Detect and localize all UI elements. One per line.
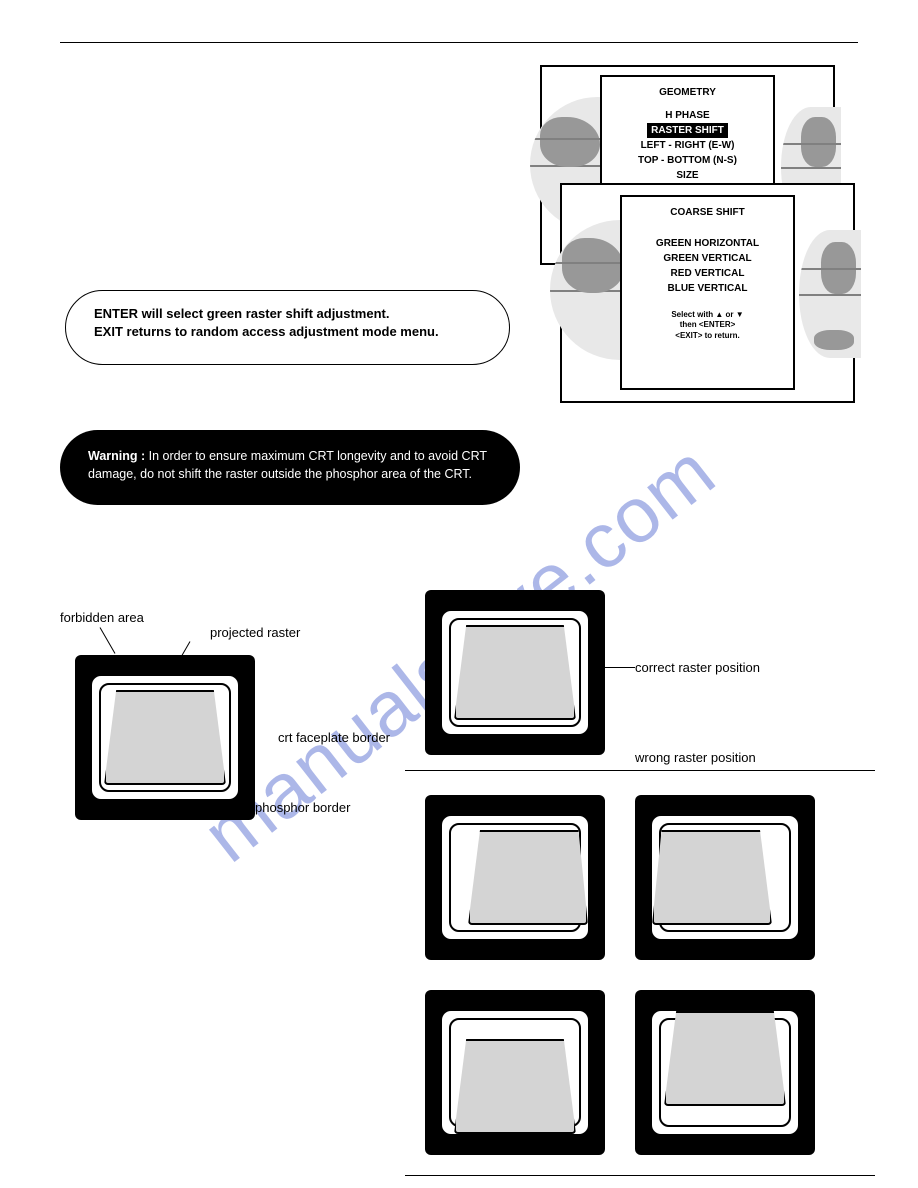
menu-title: GEOMETRY (608, 85, 767, 100)
crt-frame (635, 795, 815, 960)
crt-frame (635, 990, 815, 1155)
crt-frame (425, 795, 605, 960)
label-crt-faceplate: crt faceplate border (278, 730, 390, 745)
warning-box: Warning : In order to ensure maximum CRT… (60, 430, 520, 505)
page: GEOMETRY H PHASE RASTER SHIFT LEFT - RIG… (0, 0, 918, 1188)
crt-reference (75, 655, 255, 820)
menu-item: RED VERTICAL (628, 266, 787, 281)
monitor-coarse-shift: COARSE SHIFT GREEN HORIZONTAL GREEN VERT… (560, 183, 855, 403)
crt-raster (468, 830, 588, 925)
menu-item: H PHASE (608, 108, 767, 123)
crt-faceplate (89, 673, 241, 802)
coarse-shift-menu: COARSE SHIFT GREEN HORIZONTAL GREEN VERT… (620, 195, 795, 390)
crt-frame (425, 990, 605, 1155)
crt-correct (425, 590, 605, 755)
label-wrong-position: wrong raster position (635, 750, 756, 765)
globe-icon (799, 230, 861, 358)
crt-faceplate (439, 608, 591, 737)
note-line: ENTER will select green raster shift adj… (94, 305, 481, 323)
crt-raster (652, 830, 772, 925)
crt-wrong-right (425, 795, 605, 960)
warning-text: In order to ensure maximum CRT longevity… (88, 449, 487, 481)
menu-footer: Select with ▲ or ▼ then <ENTER> <EXIT> t… (628, 310, 787, 341)
crt-raster (664, 1011, 786, 1106)
crt-wrong-up (635, 990, 815, 1155)
menu-item: GREEN VERTICAL (628, 251, 787, 266)
menu-title: COARSE SHIFT (628, 205, 787, 220)
menu-footer-line: then <ENTER> (628, 320, 787, 330)
crt-raster (454, 1039, 576, 1134)
menu-item: SIZE (608, 168, 767, 183)
crt-raster (454, 625, 576, 720)
warning-label: Warning : (88, 449, 145, 463)
separator-line (405, 1175, 875, 1176)
leader-line (605, 667, 635, 668)
crt-faceplate (439, 1008, 591, 1137)
separator-line (405, 770, 875, 771)
instruction-note: ENTER will select green raster shift adj… (65, 290, 510, 365)
crt-frame (75, 655, 255, 820)
note-line: EXIT returns to random access adjustment… (94, 323, 481, 341)
label-phosphor-border: phosphor border (255, 800, 350, 815)
menu-item-highlighted: RASTER SHIFT (608, 123, 767, 138)
label-correct-position: correct raster position (635, 660, 760, 675)
label-projected-raster: projected raster (210, 625, 300, 640)
leader-line (100, 627, 116, 653)
top-horizontal-rule (60, 42, 858, 43)
crt-faceplate (649, 1008, 801, 1137)
menu-item: BLUE VERTICAL (628, 281, 787, 296)
crt-faceplate (439, 813, 591, 942)
crt-wrong-down (425, 990, 605, 1155)
monitor-screens-group: GEOMETRY H PHASE RASTER SHIFT LEFT - RIG… (510, 65, 860, 405)
crt-frame (425, 590, 605, 755)
label-forbidden-area: forbidden area (60, 610, 144, 625)
menu-item: TOP - BOTTOM (N-S) (608, 153, 767, 168)
menu-item: GREEN HORIZONTAL (628, 236, 787, 251)
menu-footer-line: Select with ▲ or ▼ (628, 310, 787, 320)
crt-wrong-left (635, 795, 815, 960)
menu-item: LEFT - RIGHT (E-W) (608, 138, 767, 153)
crt-faceplate (649, 813, 801, 942)
crt-raster (104, 690, 226, 785)
menu-footer-line: <EXIT> to return. (628, 331, 787, 341)
